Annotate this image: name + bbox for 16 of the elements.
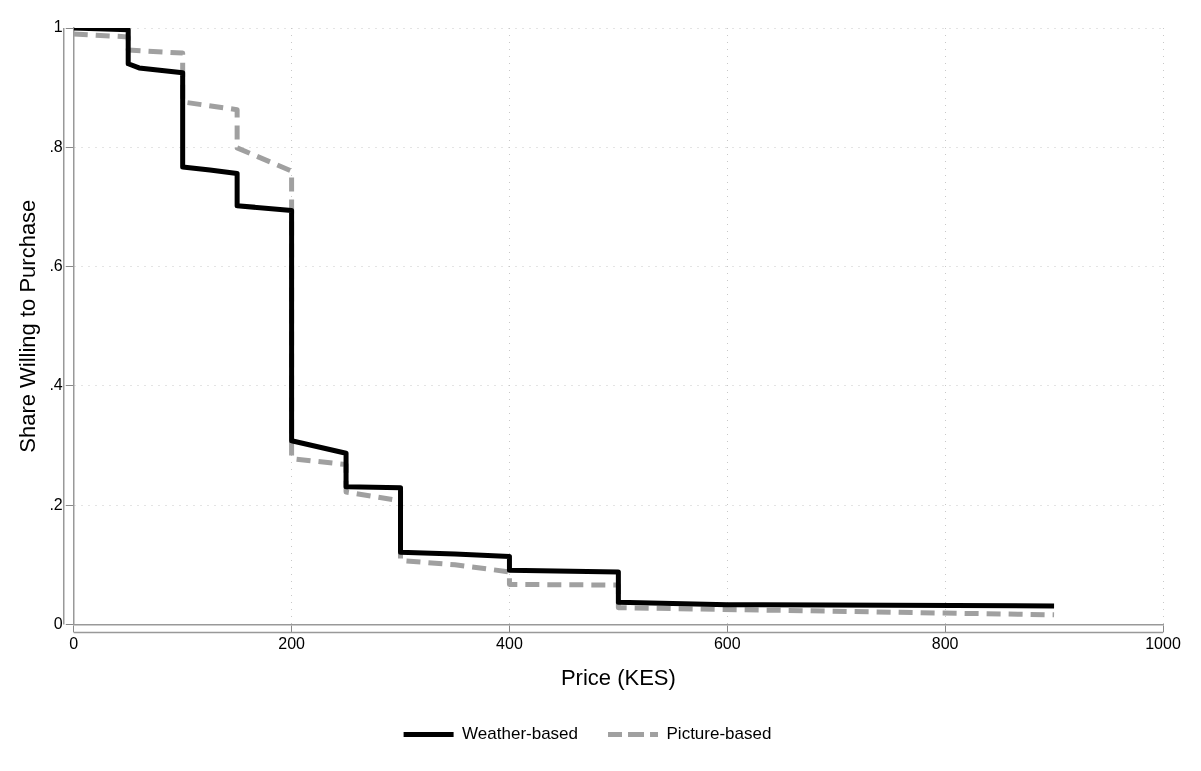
- y-tick-label: .4: [49, 376, 63, 394]
- x-axis-title: Price (KES): [560, 664, 676, 690]
- y-tick-label: .8: [49, 137, 63, 155]
- x-tick-label: 400: [496, 635, 523, 653]
- x-tick-label: 800: [931, 635, 959, 653]
- x-tick-label: 600: [713, 635, 741, 653]
- legend-label: Picture-based: [666, 724, 772, 744]
- y-tick-label: 1: [53, 18, 63, 36]
- x-tick-label: 0: [69, 635, 79, 653]
- legend-label: Weather-based: [462, 724, 579, 744]
- y-tick-label: 0: [53, 614, 63, 632]
- y-tick-label: .6: [49, 256, 63, 274]
- y-axis-title: Share Willing to Purchase: [15, 199, 41, 453]
- y-tick-label: .2: [49, 495, 63, 513]
- x-tick-label: 200: [278, 635, 306, 653]
- x-tick-label: 1000: [1145, 635, 1181, 653]
